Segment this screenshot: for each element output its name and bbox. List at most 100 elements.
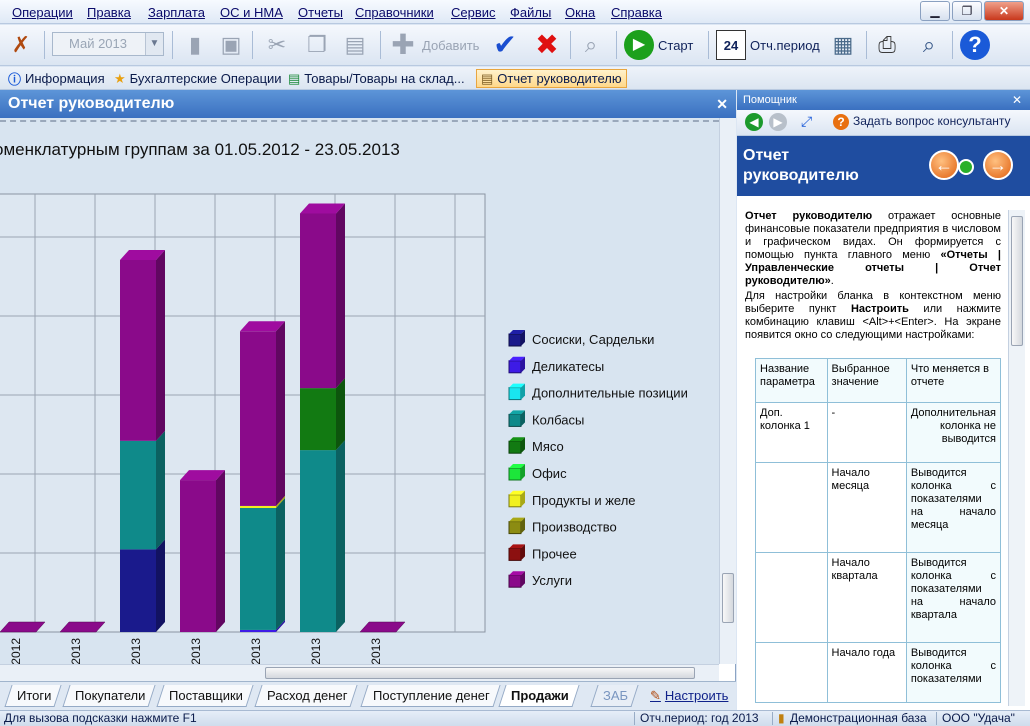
ask-consultant-button[interactable]: ? Задать вопрос консультанту <box>833 114 1011 130</box>
tab-expenses[interactable]: Расход денег <box>254 685 359 707</box>
toolbar-separator <box>708 31 709 59</box>
start-button[interactable]: ▶ Старт <box>624 28 693 62</box>
menu-operations[interactable]: Операции <box>12 5 73 20</box>
magnifier-icon: ⌕ <box>584 32 598 57</box>
close-icon[interactable]: ✕ <box>1011 93 1022 107</box>
prev-topic-button[interactable]: ← <box>929 150 959 180</box>
table-row: Начало года Выводится колонка с показате… <box>755 642 1002 703</box>
expand-icon[interactable]: ⤢ <box>801 113 813 129</box>
database-icon: ▮ <box>778 711 785 725</box>
menu-assets[interactable]: ОС и НМА <box>220 5 283 20</box>
tab-operations[interactable]: ★ Бухгалтерские Операции <box>110 69 286 88</box>
legend-swatch-side <box>521 410 525 427</box>
open-button[interactable]: ▮ <box>180 28 210 62</box>
tab-totals[interactable]: Итоги <box>4 685 62 707</box>
table-cell: Начало квартала <box>826 552 907 643</box>
legend-swatch-side <box>521 517 525 534</box>
preview-button[interactable]: ⌕ <box>914 28 944 62</box>
scroll-thumb[interactable] <box>265 667 695 679</box>
paste-button[interactable]: ▤ <box>340 28 370 62</box>
legend-label: Прочее <box>532 546 577 561</box>
tab-manager-report[interactable]: ▤ Отчет руководителю <box>476 69 627 88</box>
bar-segment <box>300 450 336 632</box>
tab-suppliers[interactable]: Поставщики <box>156 685 254 707</box>
bar-side <box>336 378 345 451</box>
forward-icon[interactable]: ▶ <box>769 113 787 131</box>
bar-side <box>156 430 165 550</box>
chart-title: оменклатурным группам за 01.05.2012 - 23… <box>0 140 400 159</box>
table-header-cell: Название параметра <box>755 358 828 403</box>
tab-income[interactable]: Поступление денег <box>360 685 501 707</box>
bar-segment <box>120 440 156 550</box>
x-tick-label: 2013 <box>189 638 203 664</box>
menu-windows[interactable]: Окна <box>565 5 596 20</box>
tab-goods[interactable]: ▤ Товары/Товары на склад... <box>284 69 469 88</box>
scroll-thumb[interactable] <box>722 573 734 623</box>
document-header: Отчет руководителю ✕ <box>0 90 736 118</box>
menu-reports[interactable]: Отчеты <box>298 5 343 20</box>
menu-salary[interactable]: Зарплата <box>148 5 205 20</box>
legend-swatch-side <box>521 356 525 373</box>
scroll-thumb[interactable] <box>1011 216 1023 346</box>
next-topic-button[interactable]: → <box>983 150 1013 180</box>
cut-button[interactable]: ✂ <box>262 28 292 62</box>
minimize-button[interactable]: ▁ <box>920 1 950 21</box>
restore-button[interactable]: ❐ <box>952 1 982 21</box>
back-icon[interactable]: ◀ <box>745 113 763 131</box>
print-button[interactable]: ⎙ <box>872 28 902 62</box>
legend-swatch <box>508 413 522 427</box>
menu-bar: Операции Правка Зарплата ОС и НМА Отчеты… <box>0 0 1030 24</box>
calculator-button[interactable]: ▦ <box>828 28 858 62</box>
help-scrollbar[interactable] <box>1008 210 1025 706</box>
vertical-scrollbar[interactable] <box>719 118 736 664</box>
accept-button[interactable]: ✔ <box>490 28 520 62</box>
tab-customers[interactable]: Покупатели <box>62 685 156 707</box>
configure-link[interactable]: ✎ Настроить <box>650 688 728 704</box>
bar-segment <box>240 505 276 508</box>
bar-segment <box>180 480 216 632</box>
tab-sales[interactable]: Продажи <box>498 685 580 707</box>
menu-files[interactable]: Файлы <box>510 5 552 20</box>
help-menu-path: «Отчеты | Управленческие отчеты | Отчет … <box>745 249 1002 287</box>
add-button[interactable]: ✚ Добавить <box>388 28 479 62</box>
period-button[interactable]: 24 Отч.период <box>716 28 820 62</box>
search-button[interactable]: ⌕ <box>576 28 606 62</box>
home-topic-button[interactable] <box>958 159 974 175</box>
help-paragraph: Отчет руководителю отражает основные фин… <box>745 210 1002 287</box>
bar-side <box>336 440 345 632</box>
tab-zab[interactable]: ЗАБ <box>590 685 639 707</box>
legend-swatch-side <box>521 383 525 400</box>
table-row: Доп. колонка 1 - Дополнительная колонка … <box>755 402 1002 463</box>
legend-swatch <box>508 333 522 347</box>
menu-directories[interactable]: Справочники <box>355 5 434 20</box>
close-button[interactable]: ✕ <box>984 1 1024 21</box>
calendar-icon: 24 <box>716 30 746 60</box>
chevron-down-icon[interactable]: ▼ <box>145 33 163 55</box>
settings-icon: ✎ <box>650 688 661 703</box>
toolbar-separator <box>172 31 173 59</box>
menu-help[interactable]: Справка <box>611 5 662 20</box>
help-header: Помощник ✕ <box>737 90 1030 110</box>
cancel-button[interactable]: ✖ <box>532 28 562 62</box>
toolbar-separator <box>252 31 253 59</box>
tools-button[interactable]: ✗ <box>6 28 36 62</box>
status-separator <box>936 712 937 725</box>
horizontal-scrollbar[interactable] <box>0 664 719 681</box>
copy-button[interactable]: ❐ <box>302 28 332 62</box>
save-button[interactable]: ▣ <box>216 28 246 62</box>
start-label: Старт <box>658 37 694 53</box>
menu-edit[interactable]: Правка <box>87 5 131 20</box>
scissors-icon: ✂ <box>267 32 287 57</box>
period-combo[interactable]: Май 2013 ▼ <box>52 32 164 56</box>
bar-segment <box>359 621 406 633</box>
calculator-icon: ▦ <box>832 32 854 57</box>
help-button[interactable]: ? <box>960 28 990 62</box>
legend-swatch-top <box>509 330 525 334</box>
legend-label: Деликатесы <box>532 359 604 374</box>
table-cell: Начало года <box>826 642 907 703</box>
legend-label: Производство <box>532 520 617 535</box>
bar-segment <box>300 388 336 451</box>
tab-information[interactable]: ⓘ Информация <box>4 69 109 88</box>
close-icon[interactable]: ✕ <box>716 96 728 112</box>
menu-service[interactable]: Сервис <box>451 5 496 20</box>
